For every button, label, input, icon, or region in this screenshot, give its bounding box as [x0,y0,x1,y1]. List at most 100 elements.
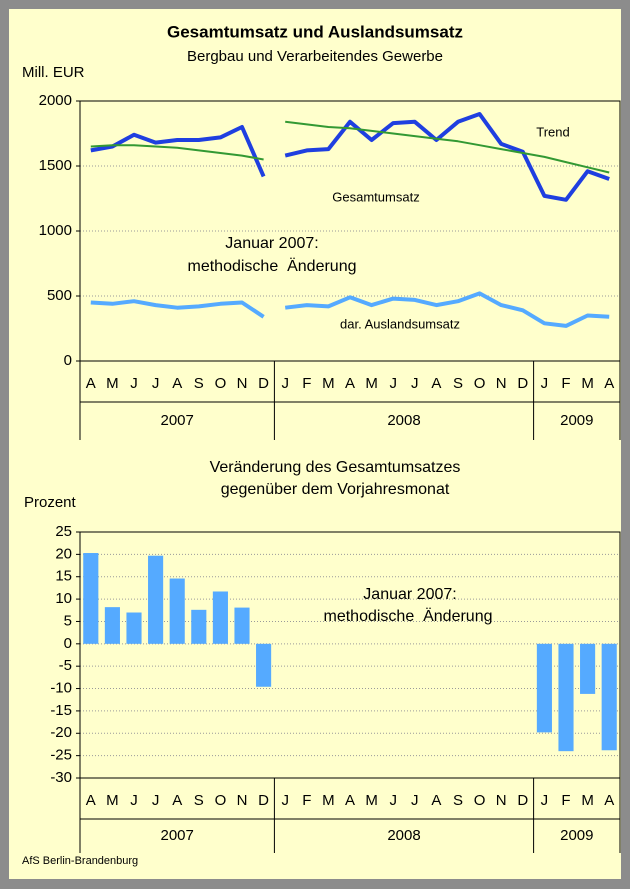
data-line [285,120,610,174]
plot-border [79,100,621,362]
annotation: methodische Änderung [324,607,493,625]
y-tick-label: -20 [50,724,72,741]
bar [536,643,552,733]
x-tick-label: J [541,375,549,392]
y-axis-label: Prozent [24,494,77,511]
x-tick-label: N [496,792,507,809]
x-tick-label: J [389,375,397,392]
x-tick-label: A [431,792,441,809]
x-tick-label: A [86,375,96,392]
x-tick-label: A [86,792,96,809]
x-tick-label: J [130,792,138,809]
series-label: dar. Auslandsumsatz [340,316,460,331]
chart-title: gegenüber dem Vorjahresmonat [221,481,450,498]
y-tick-label: 2000 [39,92,72,109]
x-tick-label: M [365,375,378,392]
x-tick-label: N [237,792,248,809]
group-label: 2007 [161,412,194,429]
x-tick-label: J [541,792,549,809]
bar [104,607,120,644]
y-tick-label: -30 [50,769,72,786]
x-tick-label: S [453,792,463,809]
x-tick-label: A [604,375,614,392]
x-tick-label: A [431,375,441,392]
x-tick-label: A [345,792,355,809]
y-tick-label: -10 [50,680,72,697]
bar [256,643,272,687]
bar [601,643,617,751]
panel [9,9,621,879]
x-tick-label: J [130,375,138,392]
x-tick-label: F [302,375,311,392]
y-axis-label: Mill. EUR [22,64,85,81]
bar [148,555,164,644]
annotation: methodische Änderung [188,257,357,275]
y-tick-label: 10 [55,590,72,607]
source: AfS Berlin-Brandenburg [22,855,138,867]
group-label: 2009 [560,827,593,844]
x-tick-label: J [281,792,289,809]
x-tick-label: D [517,792,528,809]
x-tick-label: S [194,792,204,809]
x-tick-label: M [365,792,378,809]
x-tick-label: M [581,375,594,392]
group-label: 2009 [560,412,593,429]
y-tick-label: 25 [55,523,72,540]
bar [580,643,596,694]
y-tick-label: 15 [55,568,72,585]
x-tick-label: O [474,375,486,392]
x-tick-label: N [496,375,507,392]
x-tick-label: M [106,375,119,392]
x-tick-label: M [106,792,119,809]
x-tick-label: A [345,375,355,392]
chart-title: Gesamtumsatz und Auslandsumsatz [167,22,463,41]
x-tick-label: F [561,792,570,809]
y-tick-label: 1000 [39,222,72,239]
data-line [284,112,610,202]
chart-title: Veränderung des Gesamtumsatzes [210,459,461,476]
x-tick-label: S [194,375,204,392]
data-line [90,144,264,161]
x-tick-label: A [172,375,182,392]
group-label: 2008 [387,412,420,429]
group-label: 2007 [161,827,194,844]
x-tick-label: D [517,375,528,392]
bar [191,609,207,644]
x-tick-label: A [604,792,614,809]
x-tick-label: M [581,792,594,809]
x-tick-label: A [172,792,182,809]
x-tick-label: O [215,792,227,809]
y-tick-label: 1500 [39,157,72,174]
x-tick-label: S [453,375,463,392]
x-tick-label: M [322,375,335,392]
x-tick-label: O [215,375,227,392]
y-tick-label: -5 [59,657,72,674]
annotation: Januar 2007: [225,235,318,252]
x-tick-label: J [152,792,160,809]
bar [126,612,142,644]
y-tick-label: 20 [55,545,72,562]
bar [234,607,250,644]
x-tick-label: M [322,792,335,809]
data-line [90,299,265,319]
plot-border [79,531,621,779]
x-tick-label: F [561,375,570,392]
x-tick-label: J [152,375,160,392]
x-tick-label: O [474,792,486,809]
bar [212,591,228,644]
bar [83,553,99,644]
y-tick-label: 5 [64,612,72,629]
y-tick-label: 500 [47,287,72,304]
y-tick-label: -15 [50,702,72,719]
y-tick-label: -25 [50,747,72,764]
x-tick-label: J [281,375,289,392]
bar [558,643,574,752]
data-line [90,125,266,178]
x-tick-label: J [389,792,397,809]
x-tick-label: F [302,792,311,809]
x-tick-label: J [411,375,419,392]
bar [169,578,185,644]
annotation: Januar 2007: [363,586,456,603]
x-tick-label: D [258,792,269,809]
